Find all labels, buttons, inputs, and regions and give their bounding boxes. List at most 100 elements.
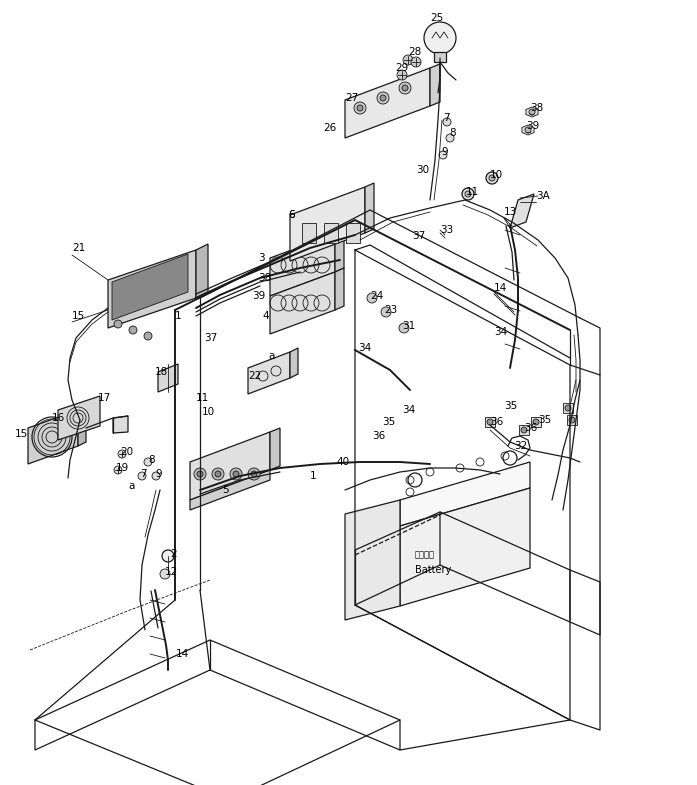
Text: 12: 12 (165, 567, 178, 577)
Circle shape (367, 293, 377, 303)
Text: 37: 37 (412, 231, 425, 241)
Circle shape (411, 57, 421, 67)
Circle shape (152, 472, 160, 480)
Text: 38: 38 (258, 273, 271, 283)
Text: 18: 18 (155, 367, 168, 377)
Text: 3: 3 (258, 253, 265, 263)
Circle shape (533, 419, 539, 425)
Text: 39: 39 (252, 291, 266, 301)
Text: 27: 27 (345, 93, 358, 103)
Circle shape (487, 419, 493, 425)
Polygon shape (290, 187, 365, 261)
Text: 35: 35 (382, 417, 395, 427)
Polygon shape (158, 364, 178, 392)
Circle shape (399, 82, 411, 94)
Circle shape (403, 55, 413, 65)
Text: 39: 39 (526, 121, 539, 131)
Polygon shape (190, 432, 270, 500)
Text: Battery: Battery (415, 565, 451, 575)
Text: 14: 14 (176, 649, 190, 659)
Bar (434, 52, 446, 62)
Polygon shape (400, 488, 530, 606)
Polygon shape (335, 268, 344, 310)
Circle shape (529, 109, 535, 115)
Circle shape (565, 405, 571, 411)
Circle shape (521, 427, 527, 433)
Circle shape (525, 127, 531, 133)
Circle shape (251, 471, 257, 477)
Polygon shape (510, 194, 534, 228)
Text: バッテリ: バッテリ (415, 550, 435, 560)
Text: 37: 37 (204, 333, 217, 343)
Polygon shape (522, 125, 534, 135)
Text: 8: 8 (148, 455, 155, 465)
Polygon shape (78, 406, 86, 446)
Text: 3A: 3A (536, 191, 550, 201)
Circle shape (215, 471, 221, 477)
Text: 28: 28 (408, 47, 421, 57)
Polygon shape (112, 254, 188, 320)
Text: 36: 36 (524, 423, 537, 433)
Text: 8: 8 (449, 128, 456, 138)
Bar (485, 417, 495, 427)
Circle shape (377, 92, 389, 104)
Polygon shape (345, 68, 430, 138)
Circle shape (380, 95, 386, 101)
Polygon shape (248, 352, 290, 394)
Text: 1: 1 (310, 471, 316, 481)
Polygon shape (526, 107, 538, 117)
Circle shape (402, 85, 408, 91)
Polygon shape (113, 416, 128, 433)
Text: 29: 29 (395, 63, 408, 73)
Text: 34: 34 (494, 327, 507, 337)
Text: 15: 15 (72, 311, 85, 321)
Text: 31: 31 (402, 321, 415, 331)
Bar (302, 223, 316, 243)
Circle shape (144, 458, 152, 466)
Text: 1: 1 (175, 311, 182, 321)
Circle shape (162, 550, 174, 562)
Text: 36: 36 (490, 417, 503, 427)
Text: 17: 17 (98, 393, 112, 403)
Circle shape (129, 326, 137, 334)
Text: 32: 32 (514, 441, 527, 451)
Text: 22: 22 (248, 371, 261, 381)
Text: 21: 21 (72, 243, 85, 253)
Circle shape (114, 320, 122, 328)
Text: a: a (128, 481, 135, 491)
Text: a: a (268, 351, 275, 361)
Circle shape (354, 102, 366, 114)
Bar (346, 223, 360, 243)
Text: 11: 11 (196, 393, 209, 403)
Polygon shape (345, 500, 400, 620)
Text: 10: 10 (490, 170, 503, 180)
Circle shape (462, 188, 474, 200)
Circle shape (569, 417, 575, 423)
Circle shape (397, 70, 407, 80)
Circle shape (486, 172, 498, 184)
Text: 26: 26 (323, 123, 336, 133)
Circle shape (212, 468, 224, 480)
Text: 9: 9 (155, 469, 162, 479)
Circle shape (248, 468, 260, 480)
Circle shape (194, 468, 206, 480)
Bar (563, 403, 573, 413)
Bar (324, 223, 338, 243)
Circle shape (439, 151, 447, 159)
Polygon shape (190, 470, 270, 510)
Text: 19: 19 (116, 463, 129, 473)
Text: 14: 14 (494, 283, 507, 293)
Text: 20: 20 (120, 447, 133, 457)
Circle shape (118, 450, 126, 458)
Text: 5: 5 (222, 485, 229, 495)
Text: 6: 6 (288, 210, 295, 220)
Polygon shape (400, 462, 530, 526)
Text: 34: 34 (402, 405, 415, 415)
Text: 35: 35 (504, 401, 517, 411)
Circle shape (197, 471, 203, 477)
Circle shape (399, 323, 409, 333)
Text: 16: 16 (52, 413, 66, 423)
Text: 7: 7 (443, 113, 450, 123)
Text: 36: 36 (372, 431, 385, 441)
Polygon shape (365, 183, 374, 233)
